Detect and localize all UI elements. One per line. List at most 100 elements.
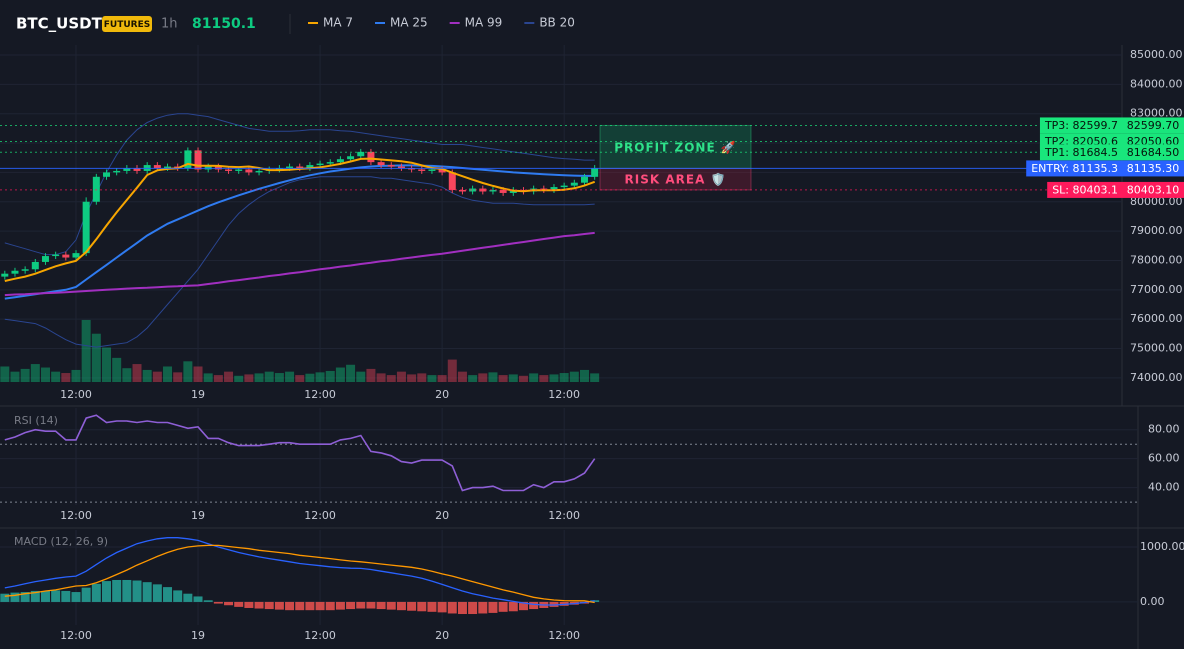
candle-body xyxy=(336,159,344,163)
volume-bar xyxy=(234,375,244,382)
volume-bar xyxy=(10,371,20,382)
x-tick-label: 19 xyxy=(191,629,205,642)
candle-body xyxy=(306,165,314,168)
y-tick-label: 79000.00 xyxy=(1130,224,1183,237)
candle-body xyxy=(41,256,49,262)
histogram-bar xyxy=(529,601,539,610)
histogram-bar xyxy=(478,601,488,614)
candle-body xyxy=(347,156,355,160)
x-tick-label: 19 xyxy=(191,509,205,522)
histogram-bar xyxy=(132,580,142,602)
histogram-bar xyxy=(224,601,234,606)
volume-bar xyxy=(427,375,437,382)
histogram-bar xyxy=(274,601,284,610)
volume-bar xyxy=(590,373,600,382)
price-label: 82599.70 xyxy=(1127,119,1180,132)
volume-bar xyxy=(274,373,284,382)
y-tick-label: 0.00 xyxy=(1140,595,1165,608)
volume-bar xyxy=(264,371,274,382)
histogram-bar xyxy=(51,590,61,602)
candle-body xyxy=(560,185,568,188)
candle-body xyxy=(194,150,202,170)
histogram-bar xyxy=(254,601,264,609)
candle-body xyxy=(21,269,29,271)
x-tick-label: 19 xyxy=(191,388,205,401)
candle-body xyxy=(103,172,110,177)
volume-bar xyxy=(539,375,549,382)
ma-line xyxy=(4,164,595,300)
bb-lower xyxy=(4,176,595,348)
y-tick-label: 78000.00 xyxy=(1130,253,1183,266)
histogram-bar xyxy=(325,601,335,611)
histogram-bar xyxy=(285,601,295,611)
volume-bar xyxy=(61,373,71,382)
candle-body xyxy=(469,188,477,192)
candle-body xyxy=(82,201,90,254)
histogram-bar xyxy=(508,601,518,612)
interval: 1h xyxy=(161,17,178,32)
candle-body xyxy=(438,169,446,173)
candle-body xyxy=(153,165,161,168)
volume-bar xyxy=(71,369,81,382)
candle-body xyxy=(428,169,436,171)
volume-bar xyxy=(254,373,264,382)
candle-body xyxy=(550,187,558,191)
y-tick-label: 84000.00 xyxy=(1130,77,1183,90)
volume-bar xyxy=(193,366,203,382)
price-label: 81135.30 xyxy=(1127,162,1180,175)
x-tick-label: 12:00 xyxy=(60,629,92,642)
histogram-bar xyxy=(447,601,457,614)
volume-bar xyxy=(468,375,478,382)
histogram-bar xyxy=(163,587,173,602)
histogram-bar xyxy=(173,590,183,602)
volume-bar xyxy=(81,319,91,382)
level-label-bg xyxy=(1039,117,1122,134)
volume-bar xyxy=(417,373,427,382)
volume-bar xyxy=(529,373,539,382)
histogram-bar xyxy=(102,581,111,602)
volume-bar xyxy=(579,369,589,382)
volume-bar xyxy=(386,375,396,382)
volume-bar xyxy=(478,373,488,382)
volume-bar xyxy=(112,357,122,382)
volume-bar xyxy=(569,371,579,382)
volume-bar xyxy=(122,368,132,382)
price-label: 80403.10 xyxy=(1127,183,1180,196)
histogram-bar xyxy=(234,601,244,607)
price-label-bg xyxy=(1122,144,1184,161)
y-tick-label: 80.00 xyxy=(1148,423,1180,436)
legend-label: MA 25 xyxy=(390,16,428,30)
volume-bar xyxy=(142,369,152,382)
histogram-bar xyxy=(61,590,71,602)
level-label: TP3: 82599.7 xyxy=(1044,119,1118,132)
x-tick-label: 20 xyxy=(435,388,449,401)
volume-bar xyxy=(183,361,193,382)
volume-bar xyxy=(437,375,447,382)
volume-bar xyxy=(488,372,498,382)
histogram-bar xyxy=(40,590,50,602)
y-tick-label: 77000.00 xyxy=(1130,283,1183,296)
candle-body xyxy=(458,190,466,192)
volume-bar xyxy=(224,371,234,382)
volume-bar xyxy=(163,366,173,382)
y-tick-label: 74000.00 xyxy=(1130,371,1183,384)
volume-bar xyxy=(213,375,223,382)
histogram-bar xyxy=(81,587,91,602)
histogram-bar xyxy=(112,579,122,602)
histogram-bar xyxy=(305,601,315,611)
candle-body xyxy=(377,162,385,166)
histogram-bar xyxy=(71,592,81,602)
y-tick-label: 60.00 xyxy=(1148,452,1180,465)
candle-body xyxy=(489,190,497,192)
histogram-bar xyxy=(30,590,40,602)
candle-body xyxy=(580,176,588,183)
y-tick-label: 1000.00 xyxy=(1140,540,1184,553)
volume-bar xyxy=(518,375,528,382)
volume-bar xyxy=(356,371,366,382)
candle-body xyxy=(499,190,507,193)
zone-label: PROFIT ZONE 🚀 xyxy=(614,140,737,154)
volume-bar xyxy=(0,366,10,382)
histogram-bar xyxy=(386,601,396,610)
